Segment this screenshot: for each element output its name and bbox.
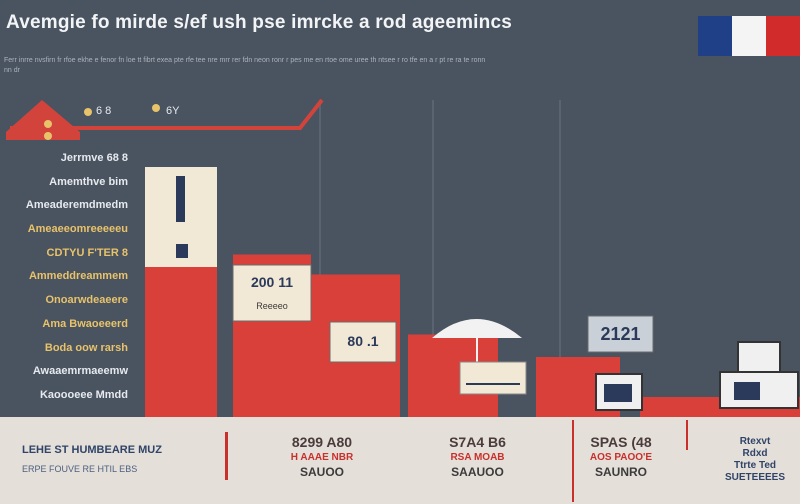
footer-divider-3 xyxy=(686,420,688,450)
info-card xyxy=(459,361,527,395)
footer-band xyxy=(0,417,800,504)
legend-mark-label: 6 8 xyxy=(96,105,111,117)
footer-stat-2: S7A4 B6 RSA MOAB SAAUOO xyxy=(415,434,540,479)
footer-right-line: Ttrte Ted xyxy=(733,460,777,471)
chart-subtitle: Ferr inrre nvsfirn fr rfoe ekhe e fenor … xyxy=(4,57,486,74)
bar-label-card xyxy=(232,264,312,322)
y-axis-label: Boda oow rarsh xyxy=(44,341,128,354)
house-icon xyxy=(6,100,80,140)
footer-divider-2 xyxy=(572,420,574,502)
footer-stat-1: 8299 A80 H AAAE NBR SAUOO xyxy=(262,434,382,479)
footer-stat-value: 8299 A80 xyxy=(291,434,353,450)
bar-sublabel: Reeeeo xyxy=(256,301,288,311)
footer-left-subtitle: ERPE FOUVE RE HTIL EBS xyxy=(22,464,138,474)
footer-divider-1 xyxy=(225,432,228,480)
pin-icon xyxy=(84,108,92,116)
footer-left-note: LEHE ST HUMBEARE MUZ ERPE FOUVE RE HTIL … xyxy=(22,444,172,474)
bar-label: 200 11 xyxy=(251,274,293,290)
y-axis-labels: Jerrmve 68 8 Amemthve bim Ameaderemdmedm Am… xyxy=(8,152,128,413)
bar xyxy=(640,397,690,417)
y-axis-label: Awaaemrmaeemw xyxy=(32,365,128,378)
footer-stat-label: H AAAE NBR xyxy=(290,452,354,463)
pin-icon xyxy=(152,104,160,112)
footer-right-line: Rdxd xyxy=(742,448,768,459)
marker-dot xyxy=(44,132,52,140)
flag-icon xyxy=(698,16,800,56)
flag-stripe-blue xyxy=(698,16,732,56)
footer-stat-label: AOS PAOO'E xyxy=(589,452,653,463)
building-window xyxy=(734,382,760,400)
y-axis-label: Jerrmve 68 8 xyxy=(60,152,128,164)
building-window xyxy=(604,384,632,402)
marker-dot xyxy=(44,120,52,128)
footer-stat-value: S7A4 B6 xyxy=(449,434,506,450)
footer-stat-value: SPAS (48 xyxy=(590,434,652,450)
bar-label: 80 .1 xyxy=(347,333,378,349)
flag-stripe-white xyxy=(732,16,766,56)
y-axis-label: Onoarwdeaeere xyxy=(45,294,128,307)
y-axis-label: CDTYU F'TER 8 xyxy=(46,246,128,259)
footer-right-line: SUETEEEES xyxy=(724,472,786,483)
trend-line xyxy=(10,98,324,130)
y-axis-label: Ama Bwaoeeerd xyxy=(42,317,128,330)
y-axis-label: Ameaderemdmedm xyxy=(25,199,128,212)
footer-stat-note: SAAUOO xyxy=(451,465,504,479)
umbrella-icon xyxy=(432,319,522,338)
chart-title: Avemgie fo mirde s/ef ush pse imrcke a r… xyxy=(6,12,512,33)
bar-cap-mark xyxy=(176,244,188,258)
bar-label-card xyxy=(587,315,654,353)
bar-label-card xyxy=(329,321,397,363)
footer-right-line: Rtexvt xyxy=(739,436,771,447)
legend-mark-label: 6Y xyxy=(166,105,180,117)
footer-stat-label: RSA MOAB xyxy=(450,452,505,463)
bar-label: 2121 xyxy=(600,324,640,344)
building-icon xyxy=(737,341,781,373)
footer-right-note: Rtexvt Rdxd Ttrte Ted SUETEEEES xyxy=(712,436,798,484)
bar-cap-mark xyxy=(176,176,185,222)
flag-stripe-red xyxy=(766,16,800,56)
footer-stat-note: SAUOO xyxy=(299,465,344,479)
y-axis-label: Ammeddreammem xyxy=(28,270,128,283)
footer-stat-3: SPAS (48 AOS PAOO'E SAUNRO xyxy=(566,434,676,479)
y-axis-label: Ameaeeomreeeeeu xyxy=(27,223,128,236)
y-axis-label: Kaoooeee Mmdd xyxy=(39,388,128,401)
y-axis-label: Amemthve bim xyxy=(49,175,128,188)
footer-left-title: LEHE ST HUMBEARE MUZ xyxy=(22,444,162,456)
footer-stat-note: SAUNRO xyxy=(594,465,647,479)
